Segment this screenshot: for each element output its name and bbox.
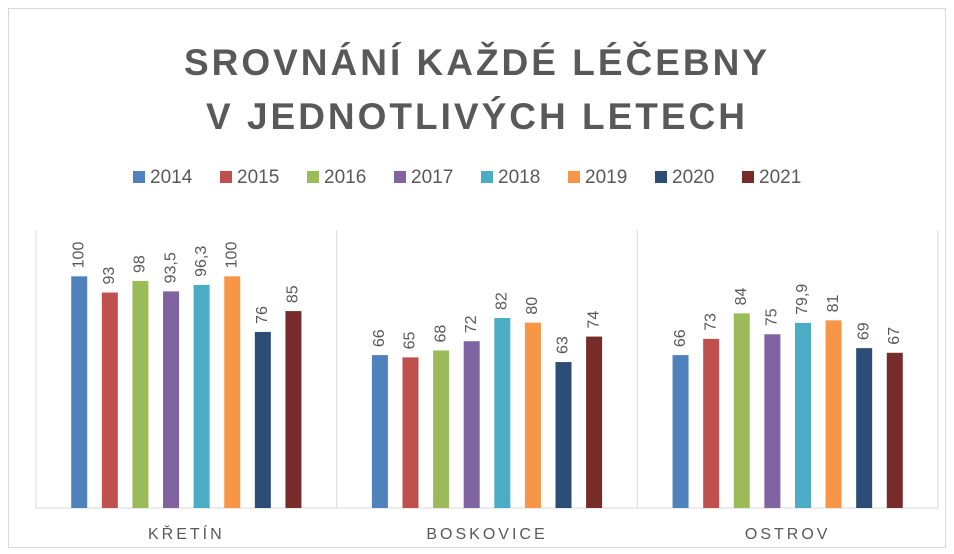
bar <box>463 341 480 508</box>
legend-label: 2016 <box>324 167 366 188</box>
bar <box>132 280 149 508</box>
legend-swatch <box>481 171 493 183</box>
bar <box>371 355 388 508</box>
value-label: 72 <box>463 315 480 333</box>
value-label: 82 <box>494 292 511 310</box>
value-label: 93,5 <box>162 252 179 283</box>
legend-swatch <box>133 171 145 183</box>
legend-label: 2021 <box>759 167 801 188</box>
legend-label: 2019 <box>585 167 627 188</box>
bar <box>524 322 541 508</box>
value-label: 69 <box>855 322 872 340</box>
legend-label: 2015 <box>237 167 279 188</box>
value-label: 76 <box>254 306 271 324</box>
value-label: 66 <box>371 329 388 347</box>
value-label: 68 <box>432 325 449 343</box>
bar <box>71 276 88 508</box>
bar <box>163 291 180 508</box>
legend-swatch <box>220 171 232 183</box>
bar <box>224 276 241 508</box>
value-label: 75 <box>764 308 781 326</box>
bar <box>794 322 811 508</box>
bar <box>825 320 842 508</box>
legend-swatch <box>655 171 667 183</box>
legend-label: 2014 <box>150 167 193 188</box>
value-label: 73 <box>702 313 719 331</box>
bar <box>101 292 118 508</box>
bar <box>285 311 302 508</box>
value-label: 79,9 <box>794 284 811 315</box>
bar <box>494 318 511 508</box>
legend-label: 2018 <box>498 167 540 188</box>
chart-title: SROVNÁNÍ KAŽDÉ LÉČEBNY V JEDNOTLIVÝCH LE… <box>183 42 771 137</box>
value-label: 98 <box>132 255 149 273</box>
value-label: 93 <box>101 267 118 285</box>
legend-swatch <box>742 171 754 183</box>
value-label: 100 <box>223 242 240 269</box>
value-label: 74 <box>585 311 602 329</box>
value-label: 84 <box>733 288 750 306</box>
legend-label: 2017 <box>411 167 453 188</box>
legend-swatch <box>568 171 580 183</box>
bar <box>555 362 572 508</box>
bar <box>402 357 419 508</box>
legend-swatch <box>307 171 319 183</box>
bar <box>733 313 750 508</box>
legend-swatch <box>394 171 406 183</box>
value-label: 96,3 <box>193 246 210 277</box>
x-tick-label: BOSKOVICE <box>426 526 547 543</box>
legend-label: 2020 <box>672 167 714 188</box>
value-label: 67 <box>886 327 903 345</box>
bar <box>764 334 781 508</box>
value-label: 85 <box>285 285 302 303</box>
value-label: 81 <box>825 294 842 312</box>
value-label: 63 <box>555 336 572 354</box>
bar <box>254 331 271 508</box>
bar <box>433 350 450 508</box>
value-label: 100 <box>70 242 87 269</box>
bar <box>703 338 720 508</box>
bar <box>886 352 903 508</box>
value-label: 66 <box>672 329 689 347</box>
x-tick-label: KŘETÍN <box>148 524 225 543</box>
bar <box>586 336 603 508</box>
bar <box>193 284 210 508</box>
value-label: 80 <box>524 297 541 315</box>
bar <box>856 348 873 508</box>
value-label: 65 <box>402 332 419 350</box>
x-tick-label: OSTROV <box>745 526 831 543</box>
bar <box>672 355 689 508</box>
